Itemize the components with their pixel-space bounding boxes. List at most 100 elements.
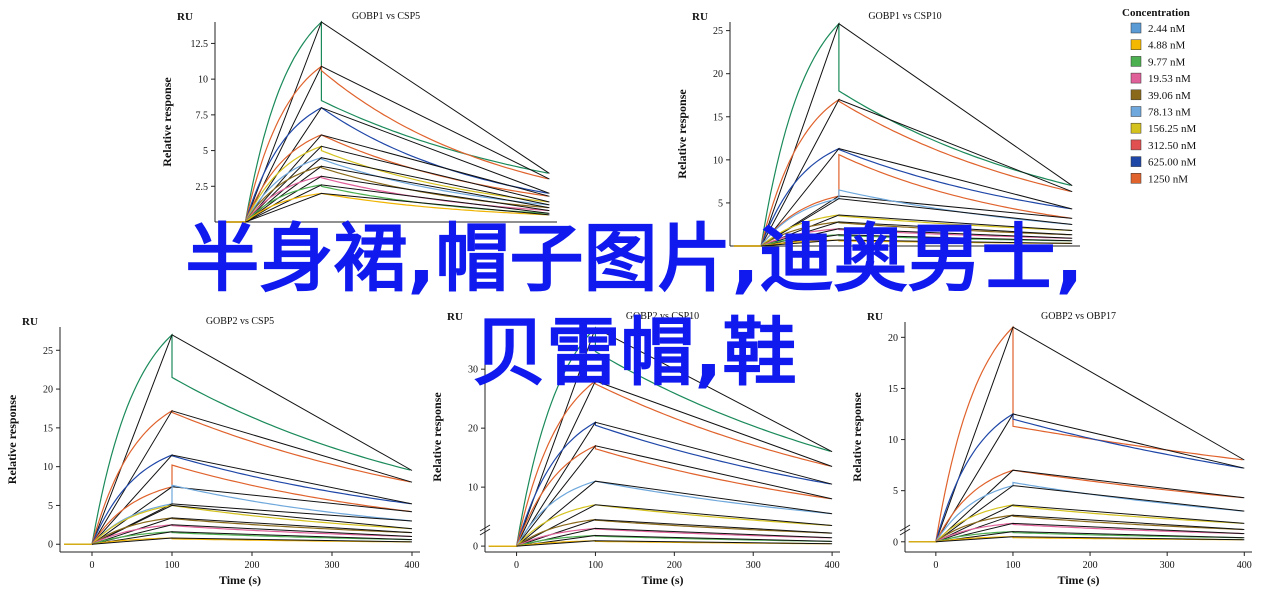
series-line bbox=[218, 106, 549, 223]
series-line bbox=[488, 518, 831, 547]
y-tick-label: 10 bbox=[888, 435, 898, 446]
fit-line bbox=[245, 184, 550, 223]
y-tick-label: 20 bbox=[888, 333, 898, 344]
fit-line bbox=[91, 517, 413, 545]
legend-label: 1250 nM bbox=[1148, 173, 1188, 185]
series-line bbox=[488, 527, 831, 547]
panel-title: GOBP1 vs CSP10 bbox=[868, 11, 941, 22]
series-line bbox=[908, 325, 1243, 543]
fit-line bbox=[935, 413, 1245, 543]
x-tick-label: 200 bbox=[245, 560, 260, 571]
y-tick-label: 0 bbox=[473, 542, 478, 553]
fit-line bbox=[935, 485, 1245, 543]
series-line bbox=[908, 504, 1243, 543]
fit-line bbox=[935, 531, 1245, 543]
x-tick-label: 100 bbox=[1005, 560, 1020, 571]
x-tick-label: 100 bbox=[588, 560, 603, 571]
x-tick-label: 0 bbox=[90, 560, 95, 571]
unit-label: RU bbox=[177, 11, 193, 23]
y-tick-label: 20 bbox=[468, 424, 478, 435]
series-line bbox=[64, 531, 411, 545]
unit-label: RU bbox=[447, 311, 463, 323]
y-tick-label: 5 bbox=[203, 146, 208, 157]
fit-line bbox=[516, 540, 833, 547]
series-line bbox=[733, 189, 1071, 247]
fit-line bbox=[91, 334, 413, 545]
y-tick-label: 15 bbox=[713, 112, 723, 123]
series-line bbox=[733, 98, 1071, 247]
legend-label: 39.06 nM bbox=[1148, 90, 1191, 102]
fit-line bbox=[91, 454, 413, 545]
y-tick-label: 12.5 bbox=[191, 39, 209, 50]
fit-line bbox=[935, 536, 1245, 543]
y-tick-label: 10 bbox=[198, 75, 208, 86]
series-line bbox=[908, 469, 1243, 543]
axis-break-mark bbox=[899, 528, 911, 536]
chart-panel-5: GOBP2 vs OBP17 RU Relative response 0 5 10 15 2… bbox=[850, 311, 1252, 587]
fit-line bbox=[760, 22, 1073, 247]
x-tick-label: 300 bbox=[746, 560, 761, 571]
fit-line bbox=[245, 134, 550, 223]
chart-panel-2: GOBP1 vs CSP10 RU Relative response 5 10 15 20… bbox=[675, 11, 1080, 247]
fit-line bbox=[245, 157, 550, 223]
legend-swatch bbox=[1130, 22, 1142, 34]
y-tick-label: 20 bbox=[713, 69, 723, 80]
y-tick-label: 10 bbox=[468, 483, 478, 494]
legend-swatch bbox=[1130, 156, 1142, 167]
fit-line bbox=[516, 519, 833, 547]
legend-swatch bbox=[1130, 122, 1142, 134]
legend-swatch bbox=[1130, 72, 1142, 84]
fit-line bbox=[760, 214, 1073, 247]
y-tick-label: 5 bbox=[893, 486, 898, 497]
series-line bbox=[488, 379, 831, 547]
fit-line bbox=[935, 514, 1245, 543]
concentration-legend: Concentration 2.44 nM 4.88 nM 9.77 nM 19.53 … bbox=[1122, 7, 1197, 185]
fit-line bbox=[516, 421, 833, 547]
series-line bbox=[733, 22, 1071, 247]
legend-swatch bbox=[1130, 39, 1142, 50]
legend-swatch bbox=[1130, 139, 1142, 151]
legend-title: Concentration bbox=[1122, 7, 1190, 19]
series-line bbox=[733, 228, 1071, 247]
series-line bbox=[218, 145, 548, 223]
y-tick-label: 30 bbox=[468, 365, 478, 376]
y-axis-label: Relative response bbox=[160, 77, 174, 167]
fit-line bbox=[244, 107, 550, 223]
y-tick-label: 5 bbox=[48, 501, 53, 512]
fit-line bbox=[935, 469, 1245, 543]
series-line bbox=[64, 454, 411, 545]
y-tick-label: 5 bbox=[718, 198, 723, 209]
series-line bbox=[218, 65, 549, 223]
fit-line bbox=[91, 504, 413, 545]
x-tick-label: 400 bbox=[825, 560, 840, 571]
y-tick-label: 20 bbox=[43, 385, 53, 396]
series-line bbox=[488, 480, 831, 547]
y-tick-label: 2.5 bbox=[196, 182, 209, 193]
fit-line bbox=[760, 98, 1073, 247]
y-axis-label: Relative response bbox=[430, 392, 444, 482]
panel-title: GOBP2 vs OBP17 bbox=[1041, 311, 1116, 322]
legend-swatch bbox=[1130, 173, 1142, 184]
y-tick-label: 10 bbox=[43, 462, 53, 473]
fit-line bbox=[760, 198, 1073, 247]
y-axis-label: Relative response bbox=[5, 394, 19, 484]
x-axis-label: Time (s) bbox=[219, 573, 261, 587]
fit-line bbox=[91, 537, 413, 545]
legend-label: 625.00 nM bbox=[1148, 157, 1197, 169]
chart-panels: GOBP1 vs CSP5 RU Relative response 2.5 5 7.5 1… bbox=[5, 11, 1252, 587]
series-line bbox=[733, 221, 1071, 247]
y-tick-label: 15 bbox=[888, 384, 898, 395]
y-tick-label: 25 bbox=[43, 346, 53, 357]
series-line bbox=[488, 326, 831, 547]
series-line bbox=[64, 504, 411, 545]
series-line bbox=[908, 514, 1243, 543]
y-tick-label: 10 bbox=[713, 155, 723, 166]
series-line bbox=[733, 153, 1071, 247]
legend-label: 156.25 nM bbox=[1148, 123, 1197, 135]
series-line bbox=[488, 444, 831, 547]
fit-line bbox=[245, 192, 550, 223]
fit-line bbox=[516, 445, 833, 547]
legend-swatch bbox=[1130, 56, 1142, 67]
overlay-caption-line-1: 半身裙,帽子图片,迪奥男士, bbox=[185, 216, 1084, 302]
